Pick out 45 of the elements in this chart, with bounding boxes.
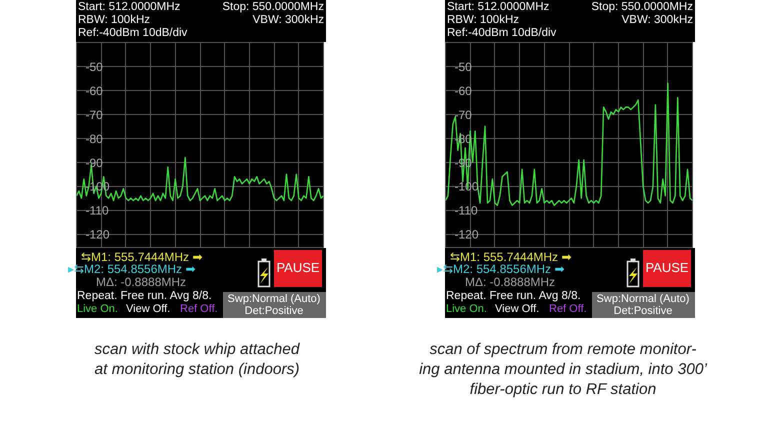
text: Stop: 550.0000MHz [591, 0, 693, 14]
text: Stop: 550.0000MHz [222, 0, 324, 14]
y-tick-label: -110 [86, 204, 109, 218]
text: Live On. [77, 302, 118, 317]
text: VBW: 300kHz [622, 13, 693, 28]
text: Ref Off. [549, 302, 587, 317]
y-tick-label: -120 [86, 228, 110, 242]
text: Swp:Normal (Auto) [596, 292, 690, 306]
text: View Off. [126, 302, 170, 317]
text: Repeat. Free run. Avg 8/8. [446, 289, 581, 304]
text: ⇆M1: 555.7444MHz ➡ [81, 249, 202, 264]
text: Ref Off. [180, 302, 218, 317]
text: Det:Positive [614, 304, 672, 319]
y-tick-label: -120 [454, 228, 479, 242]
line-series [446, 82, 692, 206]
text: Swp:Normal (Auto) [228, 292, 320, 306]
text: Repeat. Free run. Avg 8/8. [77, 289, 212, 304]
text: Det:Positive [244, 304, 304, 319]
y-tick-label: -60 [86, 84, 104, 98]
text: scan of spectrum from remote monitor- ing antenna mounted in stadium, into 300’ fiber-optic run to RF station [419, 341, 707, 398]
text: scan with stock whip attached at monitoring station (indoors) [94, 341, 300, 378]
text: Start: 512.0000MHz [78, 0, 180, 14]
text: RBW: 100kHz [78, 13, 150, 28]
text: Live On. [446, 302, 487, 317]
y-tick-label: -60 [454, 84, 472, 98]
text: RBW: 100kHz [447, 13, 520, 28]
text: MΔ: -0.8888MHz [96, 274, 186, 290]
text: MΔ: -0.8888MHz [465, 274, 556, 290]
y-tick-label: -50 [454, 60, 472, 74]
y-tick-label: -70 [86, 108, 104, 122]
text: PAUSE [276, 260, 320, 276]
text: VBW: 300kHz [252, 13, 324, 28]
y-tick-label: -70 [454, 108, 472, 122]
y-tick-label: -90 [86, 156, 104, 170]
y-tick-label: -50 [86, 60, 104, 74]
text: ⇆M1: 555.7444MHz ➡ [450, 249, 572, 264]
line-series [76, 156, 324, 202]
text: Ref:-40dBm 10dB/div [78, 26, 188, 41]
text: View Off. [495, 302, 540, 317]
y-tick-label: -90 [454, 156, 472, 170]
text: Ref:-40dBm 10dB/div [447, 26, 556, 41]
y-tick-label: -80 [86, 132, 104, 146]
text: Start: 512.0000MHz [447, 0, 550, 14]
text: PAUSE [645, 260, 689, 276]
y-tick-label: -110 [454, 204, 478, 218]
